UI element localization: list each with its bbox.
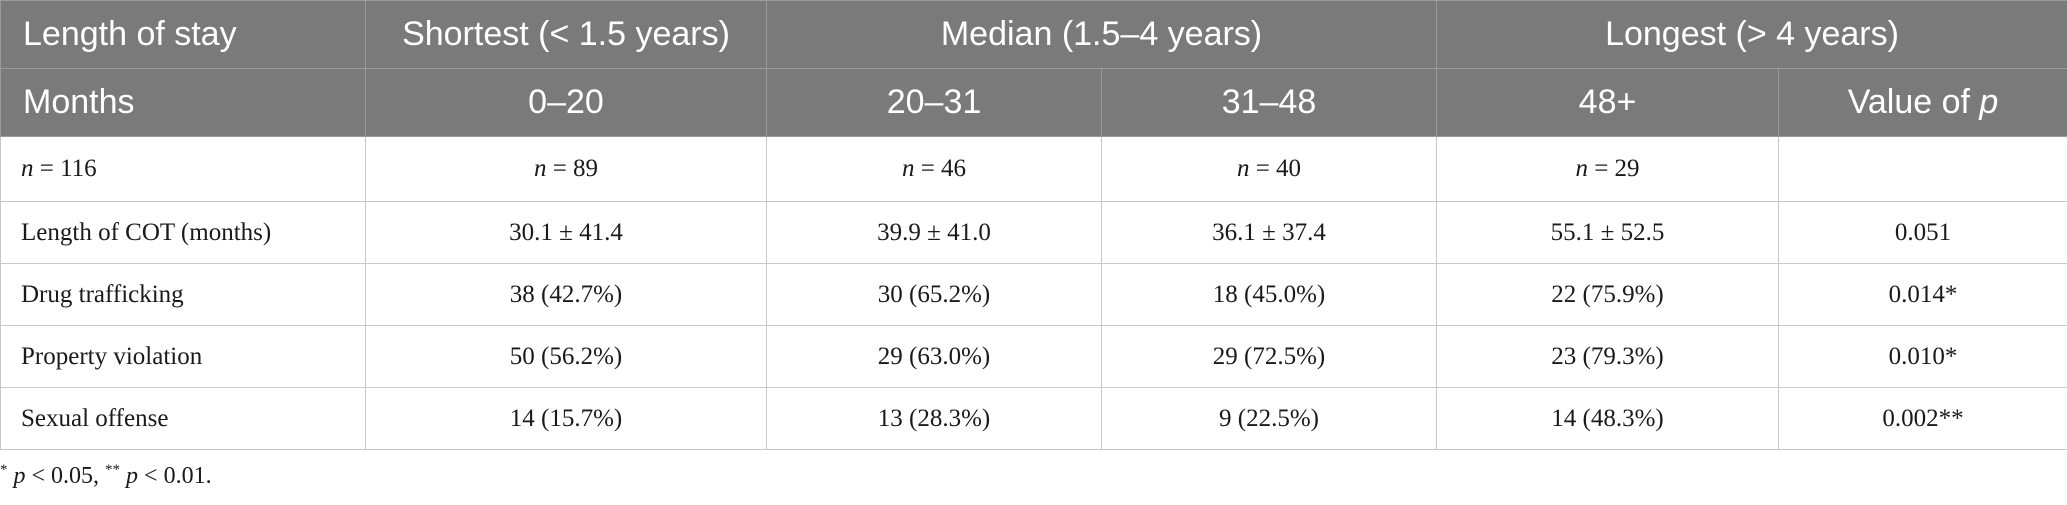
table-footnote: * p < 0.05, ** p < 0.01. xyxy=(0,462,212,489)
cell-group2: 13 (28.3%) xyxy=(766,387,1102,450)
table-row: Property violation 50 (56.2%) 29 (63.0%)… xyxy=(0,325,2067,388)
cell-group4: 55.1 ± 52.5 xyxy=(1436,201,1779,264)
table-header: Length of stay Shortest (< 1.5 years) Me… xyxy=(0,0,2067,137)
row-label: Property violation xyxy=(0,325,366,388)
header-months: Months xyxy=(0,68,366,137)
table-body: n = 116 n = 89 n = 46 n = 40 n = 29 Leng… xyxy=(0,136,2067,450)
cell-group1: 30.1 ± 41.4 xyxy=(365,201,767,264)
table-row: Length of COT (months) 30.1 ± 41.4 39.9 … xyxy=(0,201,2067,264)
row-label: Length of COT (months) xyxy=(0,201,366,264)
row-label: Drug trafficking xyxy=(0,263,366,326)
row-label: Sexual offense xyxy=(0,387,366,450)
header-row-groups: Length of stay Shortest (< 1.5 years) Me… xyxy=(0,0,2067,69)
cell-n-group2: n = 46 xyxy=(766,136,1102,202)
length-of-stay-table: Length of stay Shortest (< 1.5 years) Me… xyxy=(0,0,2067,450)
cell-group3: 36.1 ± 37.4 xyxy=(1101,201,1437,264)
cell-pvalue: 0.010* xyxy=(1777,325,2067,388)
table-row: Drug trafficking 38 (42.7%) 30 (65.2%) 1… xyxy=(0,263,2067,326)
cell-group2: 30 (65.2%) xyxy=(766,263,1102,326)
header-p-variable: p xyxy=(1979,83,1999,121)
header-months-20-31: 20–31 xyxy=(766,68,1102,137)
cell-n-group3: n = 40 xyxy=(1101,136,1437,202)
cell-group4: 14 (48.3%) xyxy=(1436,387,1779,450)
cell-pvalue: 0.014* xyxy=(1777,263,2067,326)
data-table-container: Length of stay Shortest (< 1.5 years) Me… xyxy=(0,0,2067,450)
cell-n-pvalue xyxy=(1777,136,2067,202)
header-length-of-stay: Length of stay xyxy=(0,0,366,69)
cell-pvalue: 0.002** xyxy=(1777,387,2067,450)
cell-n-total: n = 116 xyxy=(0,136,366,202)
cell-group4: 22 (75.9%) xyxy=(1436,263,1779,326)
header-median: Median (1.5–4 years) xyxy=(766,0,1437,69)
cell-group3: 9 (22.5%) xyxy=(1101,387,1437,450)
header-months-31-48: 31–48 xyxy=(1101,68,1437,137)
cell-group1: 14 (15.7%) xyxy=(365,387,767,450)
header-value-of-p: Value of p xyxy=(1777,68,2067,137)
table-row-sample-size: n = 116 n = 89 n = 46 n = 40 n = 29 xyxy=(0,136,2067,202)
cell-group3: 29 (72.5%) xyxy=(1101,325,1437,388)
cell-group2: 29 (63.0%) xyxy=(766,325,1102,388)
header-months-48-plus: 48+ xyxy=(1436,68,1779,137)
header-shortest: Shortest (< 1.5 years) xyxy=(365,0,767,69)
cell-pvalue: 0.051 xyxy=(1777,201,2067,264)
cell-group1: 38 (42.7%) xyxy=(365,263,767,326)
cell-group2: 39.9 ± 41.0 xyxy=(766,201,1102,264)
cell-group1: 50 (56.2%) xyxy=(365,325,767,388)
header-months-0-20: 0–20 xyxy=(365,68,767,137)
header-row-months: Months 0–20 20–31 31–48 48+ Value of p xyxy=(0,68,2067,137)
cell-group3: 18 (45.0%) xyxy=(1101,263,1437,326)
table-row: Sexual offense 14 (15.7%) 13 (28.3%) 9 (… xyxy=(0,387,2067,450)
cell-group4: 23 (79.3%) xyxy=(1436,325,1779,388)
header-value-of-p-text: Value of xyxy=(1847,83,1980,121)
header-longest: Longest (> 4 years) xyxy=(1435,0,2067,69)
cell-n-group4: n = 29 xyxy=(1436,136,1779,202)
cell-n-group1: n = 89 xyxy=(365,136,767,202)
